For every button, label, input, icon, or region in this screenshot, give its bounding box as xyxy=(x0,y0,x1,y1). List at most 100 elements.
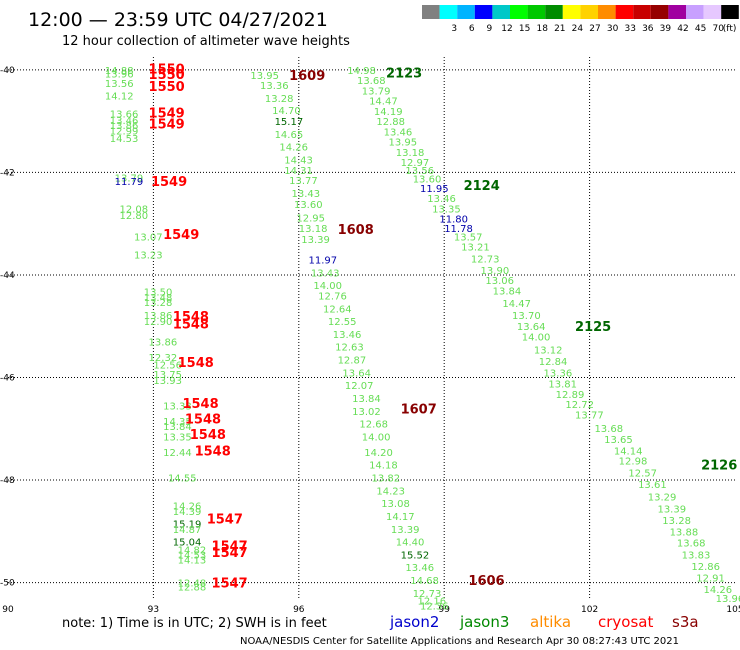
swh-reading: 13.43 xyxy=(311,268,340,279)
swh-reading: 14.23 xyxy=(376,486,405,497)
swh-reading: 13.68 xyxy=(357,76,386,87)
swh-reading: 13.46 xyxy=(405,563,434,574)
swh-reading: 14.18 xyxy=(369,461,398,472)
footer-note: note: 1) Time is in UTC; 2) SWH is in fe… xyxy=(62,616,327,631)
pass-number-label: 1548 xyxy=(173,310,209,325)
swh-reading: 13.88 xyxy=(670,527,699,538)
pass-number-label: 1608 xyxy=(338,223,374,238)
swh-reading: 13.33 xyxy=(163,402,192,413)
swh-reading: 12.99 xyxy=(110,126,139,137)
swh-reading: 12.90 xyxy=(144,317,173,328)
swh-reading: 13.79 xyxy=(115,174,144,185)
legend-tick-label: 33 xyxy=(624,24,635,34)
swh-reading: 12.07 xyxy=(345,381,374,392)
swh-reading: 12.95 xyxy=(296,214,325,225)
swh-reading: 14.26 xyxy=(279,143,308,154)
color-scale-legend: 3 6 9 12 15 18 21 24 27 30 33 36 39 42 45 70(ft) xyxy=(422,5,739,34)
swh-reading: 14.31 xyxy=(284,166,313,177)
swh-reading: 12.68 xyxy=(359,420,388,431)
swh-reading: 12.44 xyxy=(163,448,192,459)
y-tick-label: -48 xyxy=(0,476,15,486)
swh-reading: 13.35 xyxy=(163,432,192,443)
pass-number-label: 1550 xyxy=(149,68,185,83)
swh-reading: 14.70 xyxy=(272,106,301,117)
pass-number-label: 1549 xyxy=(151,175,187,190)
legend-tick-label: 27 xyxy=(589,24,600,34)
swh-reading: 14.55 xyxy=(168,473,197,484)
legend-swatch xyxy=(598,5,616,19)
pass-number-label: 1607 xyxy=(401,402,437,417)
legend-tick-label: 15 xyxy=(519,24,530,34)
swh-reading: 12.16 xyxy=(418,597,447,608)
satellite-name-s3a: s3a xyxy=(672,613,699,631)
swh-reading: 12.63 xyxy=(335,343,364,354)
swh-reading: 13.07 xyxy=(134,232,163,243)
swh-reading: 13.86 xyxy=(144,311,173,322)
x-tick-label: 96 xyxy=(293,605,305,615)
pass-number-label: 2125 xyxy=(575,320,611,335)
swh-reading: 14.98 xyxy=(347,66,376,77)
swh-reading: 14.88 xyxy=(105,66,134,77)
swh-reading: 13.77 xyxy=(575,410,604,421)
swh-reading: 13.46 xyxy=(384,127,413,138)
swh-reading: 15.04 xyxy=(173,538,202,549)
swh-reading: 13.96 xyxy=(716,594,740,605)
legend-tick-label: 45 xyxy=(695,24,706,34)
swh-reading: 13.96 xyxy=(105,69,134,80)
swh-reading: 13.68 xyxy=(677,539,706,550)
swh-reading: 12.84 xyxy=(539,357,568,368)
pass-number-label: 2124 xyxy=(464,179,500,194)
swh-reading: 12.89 xyxy=(556,390,585,401)
swh-reading: 11.79 xyxy=(115,177,144,188)
swh-reading: 13.43 xyxy=(292,189,321,200)
legend-swatch xyxy=(562,5,581,19)
x-tick-label: 102 xyxy=(581,605,598,615)
swh-reading: 12.80 xyxy=(119,211,148,222)
swh-reading: 13.39 xyxy=(391,525,420,536)
swh-reading: 13.64 xyxy=(517,322,546,333)
swh-reading: 13.29 xyxy=(648,492,677,503)
legend-tick-label: 3 xyxy=(451,24,457,34)
swh-reading: 14.53 xyxy=(110,134,139,145)
legend-tick-label: 6 xyxy=(469,24,475,34)
pass-number-label: 1548 xyxy=(185,413,221,428)
swh-reading: 13.02 xyxy=(352,407,381,418)
y-tick-label: -46 xyxy=(0,373,15,383)
legend-tick-label: 70 xyxy=(712,24,724,34)
swh-reading: 12.57 xyxy=(628,468,657,479)
swh-reading: 14.17 xyxy=(386,512,415,523)
pass-number-label: 1549 xyxy=(149,118,185,133)
satellite-name-cryosat: cryosat xyxy=(598,613,653,631)
swh-reading: 14.40 xyxy=(396,538,425,549)
chart-subtitle: 12 hour collection of altimeter wave hei… xyxy=(62,34,350,49)
pass-number-label: 1548 xyxy=(182,397,218,412)
legend-swatch xyxy=(633,5,651,19)
swh-reading: 13.56 xyxy=(105,79,134,90)
x-tick-label: 93 xyxy=(148,605,159,615)
swh-reading: 13.86 xyxy=(149,338,178,349)
swh-reading: 13.61 xyxy=(638,480,667,491)
legend-swatch xyxy=(545,5,563,19)
swh-reading: 14.39 xyxy=(173,507,202,518)
swh-reading: 14.00 xyxy=(362,432,391,443)
swh-reading: 13.75 xyxy=(153,370,182,381)
swh-reading: 13.90 xyxy=(481,266,510,277)
legend-tick-label: 42 xyxy=(677,24,688,34)
swh-reading: 13.39 xyxy=(657,504,686,515)
swh-reading: 14.20 xyxy=(364,448,393,459)
pass-number-label: 1606 xyxy=(468,574,504,589)
swh-reading: 13.79 xyxy=(362,86,391,97)
swh-reading: 12.98 xyxy=(619,457,648,468)
swh-reading: 13.93 xyxy=(153,376,182,387)
pass-number-label: 1548 xyxy=(190,428,226,443)
swh-reading: 13.46 xyxy=(333,330,362,341)
swh-reading: 14.14 xyxy=(614,446,643,457)
legend-swatch xyxy=(474,5,493,19)
swh-reading: 13.21 xyxy=(461,243,490,254)
pass-number-label: 1548 xyxy=(173,318,209,333)
swh-reading: 12.86 xyxy=(691,562,720,573)
swh-reading: 14.47 xyxy=(369,97,398,108)
swh-reading: 14.82 xyxy=(178,545,207,556)
pass-number-label: 1547 xyxy=(212,540,248,555)
